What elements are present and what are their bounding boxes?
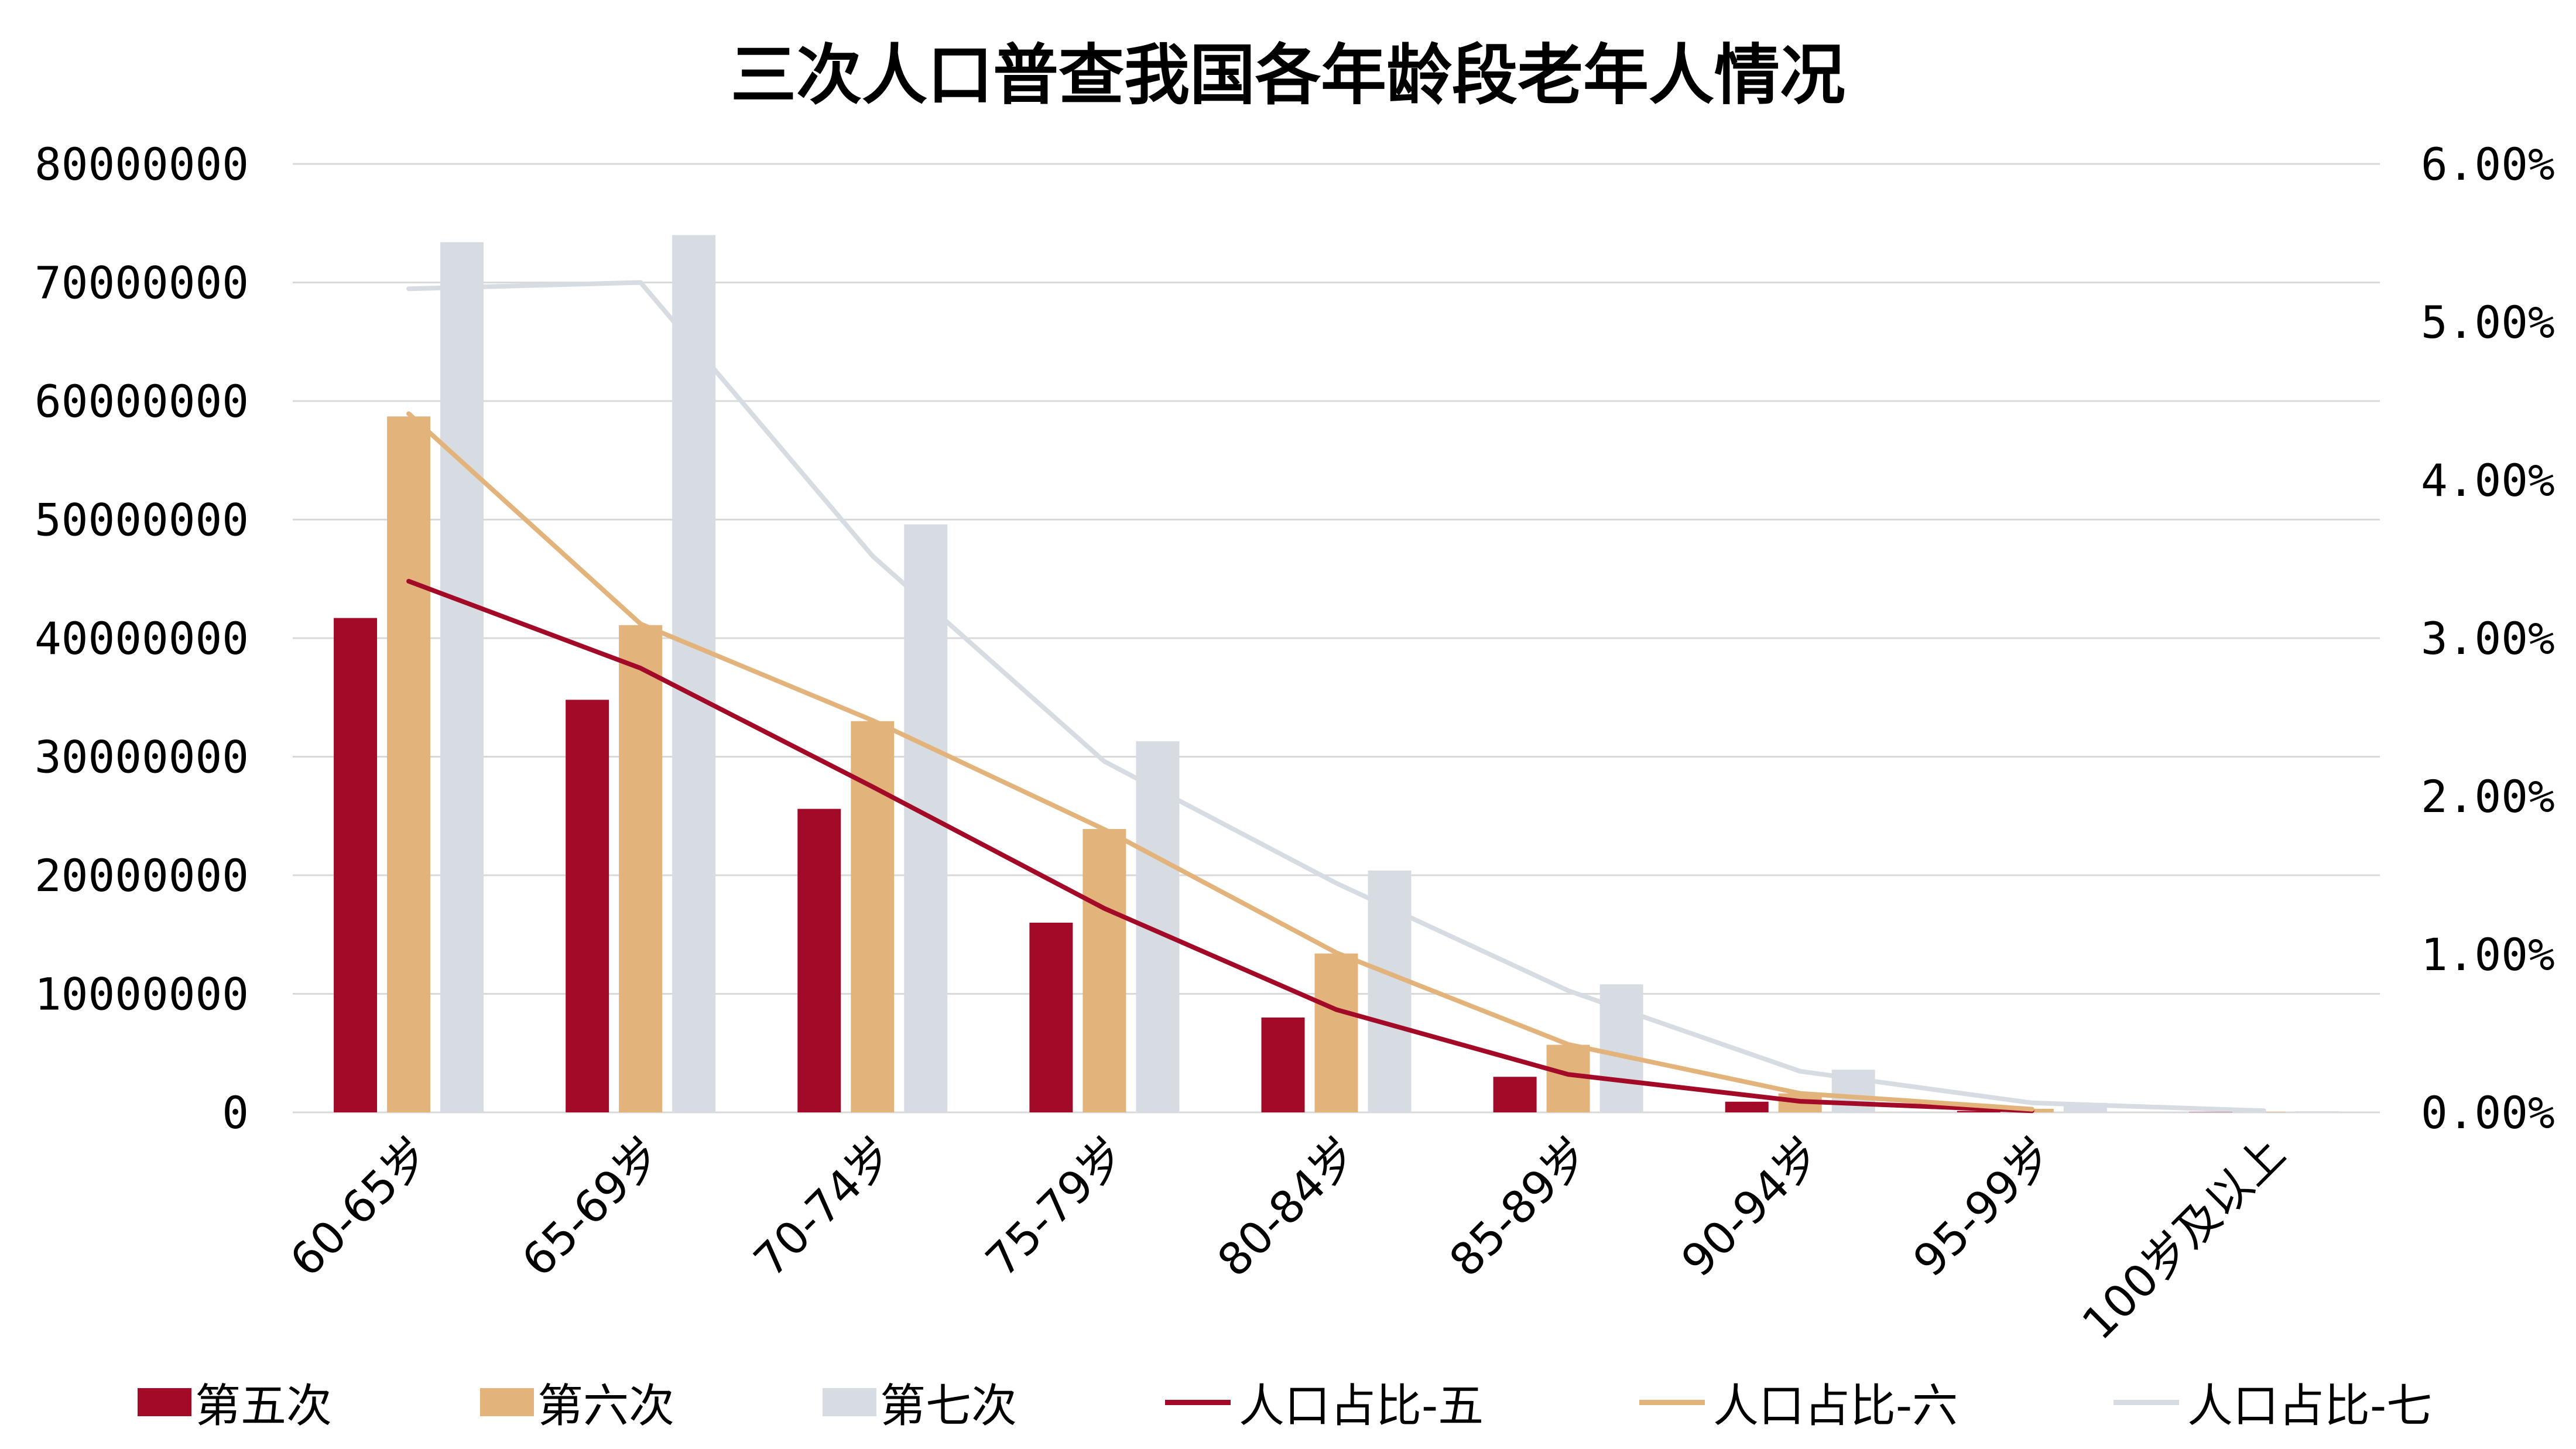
y-left-tick-label: 20000000 bbox=[35, 849, 249, 902]
y-right-tick-label: 0.00% bbox=[2421, 1087, 2555, 1139]
bar-第五次-8 bbox=[1957, 1111, 2000, 1112]
legend-label: 人口占比-七 bbox=[2187, 1380, 2433, 1433]
bar-第七次-9 bbox=[2295, 1111, 2339, 1112]
legend-item-第六次: 第六次 bbox=[480, 1370, 674, 1434]
bar-第五次-6 bbox=[1493, 1077, 1537, 1112]
bar-第五次-4 bbox=[1029, 923, 1073, 1112]
legend-label: 第七次 bbox=[880, 1380, 1018, 1433]
legend-swatch bbox=[823, 1388, 876, 1416]
bar-第七次-2 bbox=[672, 235, 716, 1112]
y-left-tick-label: 40000000 bbox=[35, 612, 249, 664]
y-right-tick-label: 4.00% bbox=[2421, 454, 2555, 506]
x-category-label: 70-74岁 bbox=[744, 1127, 903, 1287]
bar-第七次-5 bbox=[1368, 870, 1412, 1112]
x-category-label: 85-89岁 bbox=[1440, 1127, 1599, 1287]
x-category-label: 90-94岁 bbox=[1671, 1127, 1831, 1287]
bar-第五次-7 bbox=[1725, 1101, 1769, 1112]
legend-item-人口占比-六: 人口占比-六 bbox=[1639, 1370, 1958, 1434]
legend-label: 第六次 bbox=[537, 1380, 675, 1433]
legend-swatch bbox=[138, 1388, 191, 1416]
x-category-label: 75-79岁 bbox=[975, 1127, 1135, 1287]
bar-第六次-5 bbox=[1314, 953, 1358, 1112]
legend-item-人口占比-五: 人口占比-五 bbox=[1165, 1370, 1484, 1434]
bar-第五次-3 bbox=[797, 809, 841, 1112]
x-category-label: 65-69岁 bbox=[512, 1127, 672, 1287]
bar-第五次-2 bbox=[566, 700, 609, 1112]
bar-第五次-5 bbox=[1261, 1018, 1305, 1112]
y-right-tick-label: 6.00% bbox=[2421, 138, 2555, 190]
bar-第六次-4 bbox=[1083, 829, 1126, 1112]
y-right-tick-label: 2.00% bbox=[2421, 770, 2555, 823]
x-category-label: 60-65岁 bbox=[280, 1127, 440, 1287]
y-left-tick-label: 0 bbox=[222, 1087, 249, 1139]
y-left-tick-label: 30000000 bbox=[35, 731, 249, 783]
legend-item-人口占比-七: 人口占比-七 bbox=[2113, 1370, 2432, 1434]
bar-第六次-6 bbox=[1546, 1044, 1590, 1112]
bar-第五次-1 bbox=[334, 618, 378, 1112]
legend: 第五次 第六次 第七次 人口占比-五 人口占比-六 人口占比-七 bbox=[0, 1370, 2576, 1434]
y-left-tick-label: 50000000 bbox=[35, 494, 249, 546]
bar-第七次-3 bbox=[904, 524, 948, 1112]
chart-title: 三次人口普查我国各年龄段老年人情况 bbox=[731, 37, 1845, 114]
y-left-tick-label: 60000000 bbox=[35, 375, 249, 427]
legend-line-swatch bbox=[2113, 1399, 2179, 1405]
legend-label: 人口占比-五 bbox=[1239, 1380, 1484, 1433]
legend-label: 第五次 bbox=[195, 1380, 333, 1433]
bar-第七次-1 bbox=[440, 242, 484, 1112]
legend-swatch bbox=[480, 1388, 534, 1416]
y-right-tick-label: 5.00% bbox=[2421, 296, 2555, 348]
x-category-label: 95-99岁 bbox=[1903, 1127, 2063, 1287]
legend-label: 人口占比-六 bbox=[1713, 1380, 1958, 1433]
line-series-人口占比-七 bbox=[406, 280, 2266, 1114]
bar-第六次-2 bbox=[619, 625, 663, 1112]
x-category-label: 80-84岁 bbox=[1207, 1127, 1367, 1287]
y-left-tick-label: 80000000 bbox=[35, 138, 249, 190]
legend-line-swatch bbox=[1639, 1399, 1705, 1405]
y-right-tick-label: 1.00% bbox=[2421, 929, 2555, 981]
x-category-label: 100岁及以上 bbox=[2072, 1127, 2294, 1349]
line-series-人口占比-五 bbox=[406, 578, 2034, 1114]
y-left-tick-label: 70000000 bbox=[35, 257, 249, 309]
line-series-人口占比-六 bbox=[406, 411, 2034, 1112]
legend-item-第七次: 第七次 bbox=[823, 1370, 1017, 1434]
y-right-tick-label: 3.00% bbox=[2421, 612, 2555, 664]
legend-line-swatch bbox=[1165, 1399, 1231, 1405]
bar-第六次-1 bbox=[387, 416, 431, 1113]
legend-item-第五次: 第五次 bbox=[138, 1370, 332, 1434]
y-left-tick-label: 10000000 bbox=[35, 968, 249, 1020]
